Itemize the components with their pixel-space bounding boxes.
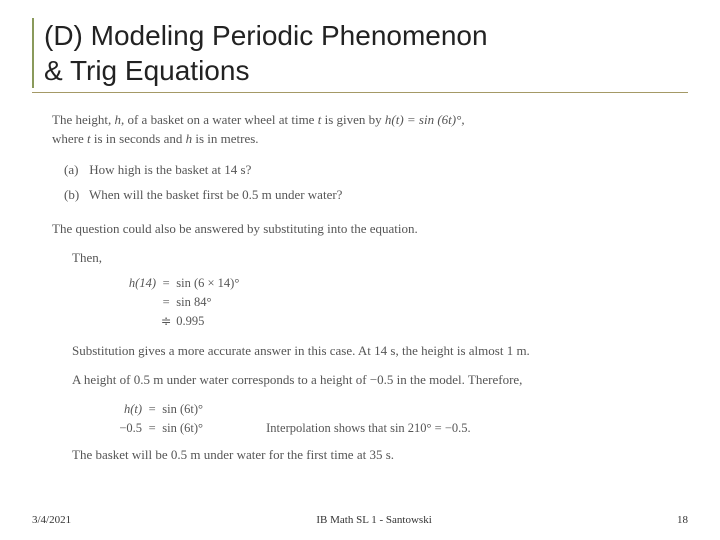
equation-block-1: h(14) = sin (6 × 14)° = sin 84° ≑ 0.995: [112, 274, 668, 330]
eq-equals: =: [145, 400, 159, 419]
eq1-row2: = sin 84°: [112, 293, 668, 312]
intro2-pre: where: [52, 131, 87, 146]
eq2-r1-rhs: sin (6t)°: [162, 400, 203, 419]
eq2-r2-lhs: −0.5: [92, 419, 142, 438]
height-mapping: A height of 0.5 m under water correspond…: [72, 371, 668, 390]
eq1-r2-rhs: sin 84°: [176, 293, 211, 312]
footer-center: IB Math SL 1 - Santowski: [316, 514, 431, 526]
conclusion: The basket will be 0.5 m under water for…: [72, 446, 668, 465]
substitution-note: The question could also be answered by s…: [52, 220, 668, 239]
intro2-post: is in metres.: [192, 131, 258, 146]
content-body: The height, h, of a basket on a water wh…: [32, 111, 688, 464]
eq1-r1-lhs: h(14): [112, 274, 156, 293]
title-block: (D) Modeling Periodic Phenomenon & Trig …: [32, 18, 688, 88]
eq-equals: =: [145, 419, 159, 438]
footer-date: 3/4/2021: [32, 514, 71, 526]
eq2-r1-lhs: h(t): [92, 400, 142, 419]
eq2-r2-rhs: sin (6t)°: [162, 419, 203, 438]
equation-block-2: h(t) = sin (6t)° −0.5 = sin (6t)° Interp…: [92, 400, 668, 438]
eq-approx: ≑: [159, 312, 173, 331]
eq-equals: =: [159, 293, 173, 312]
footer-page: 18: [677, 514, 688, 526]
eq-equals: =: [159, 274, 173, 293]
qb-text: When will the basket first be 0.5 m unde…: [89, 187, 342, 202]
intro2-mid: is in seconds and: [91, 131, 186, 146]
question-a: (a) How high is the basket at 14 s?: [64, 161, 668, 180]
intro-formula: h(t) = sin (6t)°,: [385, 112, 465, 127]
question-b: (b) When will the basket first be 0.5 m …: [64, 186, 668, 205]
eq2-row1: h(t) = sin (6t)°: [92, 400, 668, 419]
slide-title-line2: & Trig Equations: [44, 53, 688, 88]
eq2-row2: −0.5 = sin (6t)° Interpolation shows tha…: [92, 419, 668, 438]
then-label: Then,: [72, 249, 668, 268]
eq1-row1: h(14) = sin (6 × 14)°: [112, 274, 668, 293]
substitution-accuracy: Substitution gives a more accurate answe…: [72, 342, 668, 361]
eq1-row3: ≑ 0.995: [112, 312, 668, 331]
title-underline: [32, 92, 688, 93]
intro-pre: The height,: [52, 112, 114, 127]
eq1-r3-rhs: 0.995: [176, 312, 204, 331]
qa-label: (a): [64, 161, 86, 180]
problem-intro: The height, h, of a basket on a water wh…: [52, 111, 668, 149]
eq1-r1-rhs: sin (6 × 14)°: [176, 274, 239, 293]
intro-post: is given by: [321, 112, 385, 127]
slide-title-line1: (D) Modeling Periodic Phenomenon: [44, 18, 688, 53]
qb-label: (b): [64, 186, 86, 205]
qa-text: How high is the basket at 14 s?: [89, 162, 251, 177]
interpolation-note: Interpolation shows that sin 210° = −0.5…: [266, 421, 471, 435]
intro-mid: , of a basket on a water wheel at time: [121, 112, 318, 127]
slide-footer: 3/4/2021 IB Math SL 1 - Santowski 18: [32, 514, 688, 526]
